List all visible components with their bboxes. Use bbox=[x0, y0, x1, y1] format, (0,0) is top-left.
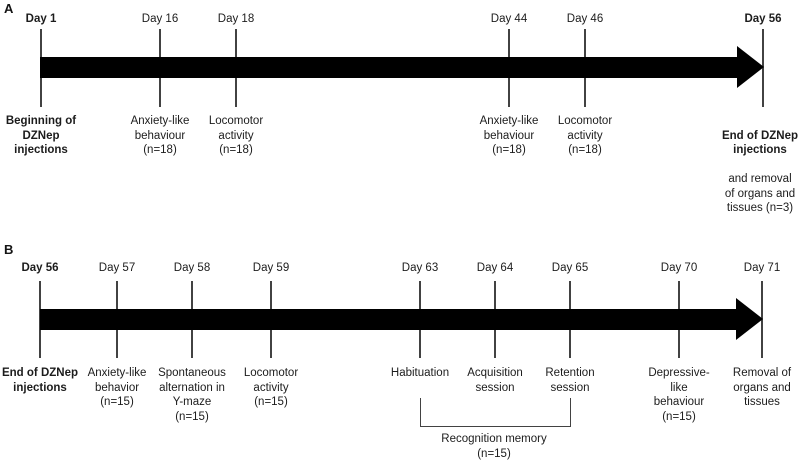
day-label: Day 56 bbox=[744, 13, 782, 25]
event-description-bold: End of DZNep injections bbox=[721, 129, 799, 157]
event-description: Locomotor activity (n=18) bbox=[208, 115, 264, 156]
day-label: Day 56 bbox=[21, 262, 59, 274]
timeline-arrow-bar-a bbox=[40, 57, 737, 78]
timeline-arrow-bar-b bbox=[40, 309, 736, 330]
event-description: Depressive- like behaviour (n=15) bbox=[648, 367, 710, 423]
day-label: Day 16 bbox=[141, 13, 179, 25]
day-label: Day 57 bbox=[98, 262, 136, 274]
event-description: Anxiety-like behaviour (n=18) bbox=[130, 115, 190, 156]
day-label: Day 64 bbox=[476, 262, 514, 274]
arrowhead-icon-b bbox=[736, 298, 763, 340]
day-label: Day 70 bbox=[660, 262, 698, 274]
day-label: Day 46 bbox=[566, 13, 604, 25]
day-label: Day 71 bbox=[743, 262, 781, 274]
event-description: Habituation bbox=[390, 367, 450, 379]
event-description: Locomotor activity (n=15) bbox=[243, 367, 299, 408]
panel-b-label: B bbox=[4, 242, 14, 257]
event-description-rest: and removal of organs and tissues (n=3) bbox=[724, 173, 796, 214]
event-description: Spontaneous alternation in Y-maze (n=15) bbox=[158, 367, 226, 423]
arrowhead-icon-a bbox=[737, 46, 764, 88]
day-label: Day 18 bbox=[217, 13, 255, 25]
event-description: End of DZNep injections and removal of o… bbox=[710, 114, 800, 230]
day-label: Day 58 bbox=[173, 262, 211, 274]
event-description: Retention session bbox=[545, 367, 595, 394]
event-description: Beginning of DZNep injections bbox=[5, 115, 77, 156]
day-label: Day 44 bbox=[490, 13, 528, 25]
event-description: Locomotor activity (n=18) bbox=[557, 115, 613, 156]
day-label: Day 63 bbox=[401, 262, 439, 274]
event-description: End of DZNep injections bbox=[1, 367, 79, 394]
day-label: Day 1 bbox=[25, 13, 57, 25]
event-description: Removal of organs and tissues bbox=[732, 367, 792, 408]
panel-a-label: A bbox=[4, 1, 14, 16]
day-label: Day 59 bbox=[252, 262, 290, 274]
recognition-memory-bracket bbox=[420, 398, 571, 427]
event-description: Anxiety-like behaviour (n=18) bbox=[479, 115, 539, 156]
day-label: Day 65 bbox=[551, 262, 589, 274]
event-description: Acquisition session bbox=[467, 367, 523, 394]
event-description: Anxiety-like behavior (n=15) bbox=[87, 367, 147, 408]
bracket-label: Recognition memory (n=15) bbox=[441, 433, 547, 460]
